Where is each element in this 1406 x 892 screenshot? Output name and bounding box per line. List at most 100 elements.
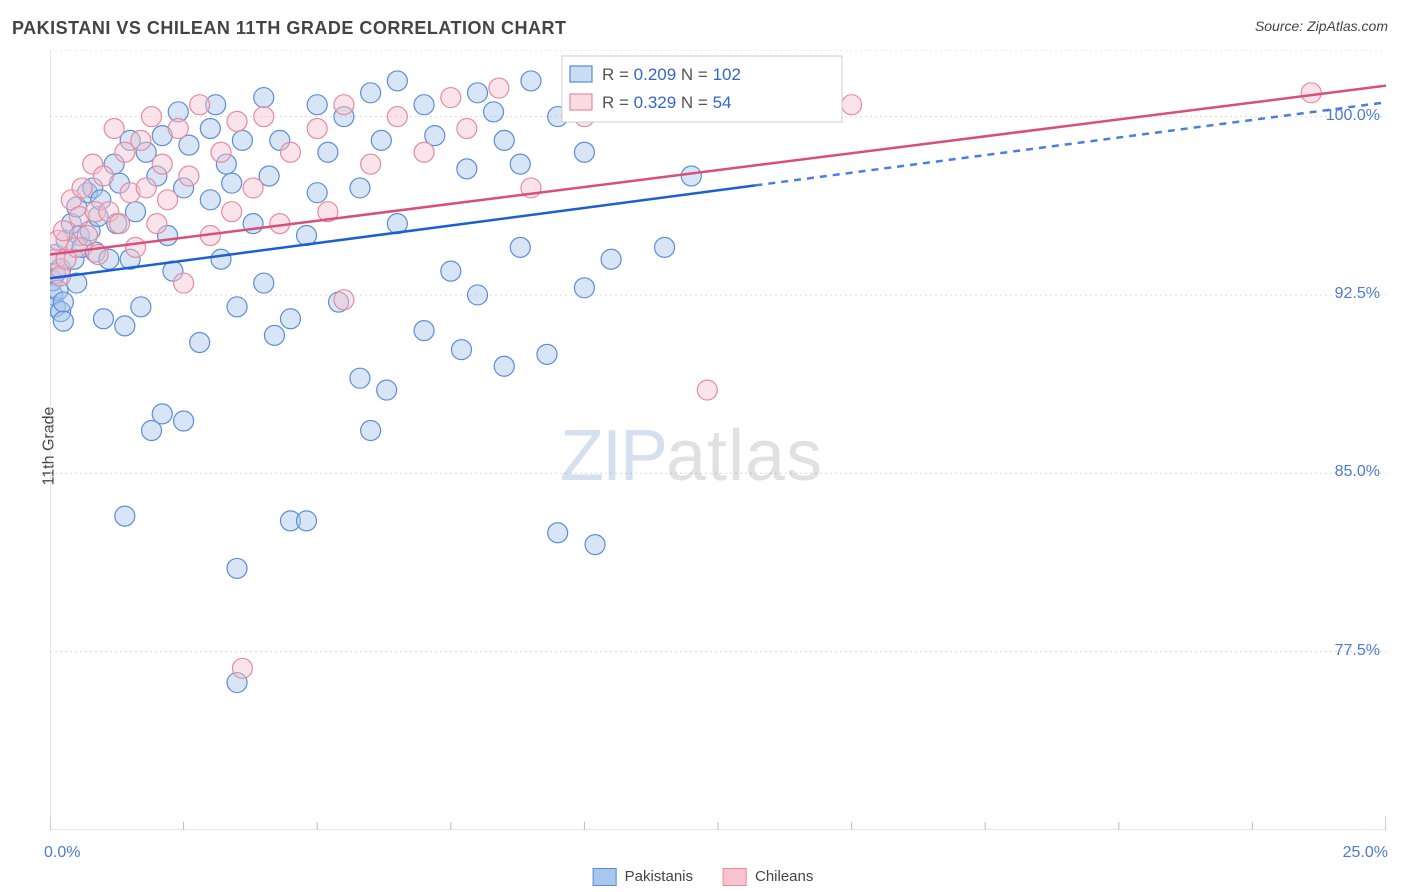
- data-point: [494, 130, 514, 150]
- data-point: [414, 142, 434, 162]
- data-point: [142, 107, 162, 127]
- data-point: [697, 380, 717, 400]
- data-point: [115, 316, 135, 336]
- data-point: [131, 297, 151, 317]
- data-point: [334, 290, 354, 310]
- data-point: [574, 278, 594, 298]
- data-point: [361, 83, 381, 103]
- source-attribution: Source: ZipAtlas.com: [1255, 18, 1388, 34]
- data-point: [280, 309, 300, 329]
- data-point: [334, 95, 354, 115]
- data-point: [371, 130, 391, 150]
- data-point: [109, 214, 129, 234]
- data-point: [77, 225, 97, 245]
- data-point: [179, 166, 199, 186]
- data-point: [72, 178, 92, 198]
- data-point: [93, 166, 113, 186]
- data-point: [200, 118, 220, 138]
- data-point: [414, 95, 434, 115]
- data-point: [548, 523, 568, 543]
- x-tick-label: 25.0%: [1343, 844, 1388, 862]
- data-point: [200, 190, 220, 210]
- data-point: [104, 118, 124, 138]
- data-point: [254, 107, 274, 127]
- data-point: [254, 88, 274, 108]
- data-point: [574, 142, 594, 162]
- data-point: [681, 166, 701, 186]
- data-point: [494, 356, 514, 376]
- chart-title: PAKISTANI VS CHILEAN 11TH GRADE CORRELAT…: [12, 18, 567, 39]
- data-point: [297, 511, 317, 531]
- data-point: [211, 142, 231, 162]
- data-point: [93, 309, 113, 329]
- data-point: [174, 273, 194, 293]
- data-point: [174, 411, 194, 431]
- data-point: [510, 237, 530, 257]
- data-point: [484, 102, 504, 122]
- data-point: [158, 190, 178, 210]
- data-point: [232, 130, 252, 150]
- data-point: [147, 214, 167, 234]
- data-point: [152, 404, 172, 424]
- data-point: [222, 202, 242, 222]
- data-point: [168, 118, 188, 138]
- legend-swatch: [723, 868, 747, 886]
- data-point: [264, 325, 284, 345]
- data-point: [387, 71, 407, 91]
- x-tick-label: 0.0%: [44, 844, 80, 862]
- data-point: [211, 249, 231, 269]
- data-point: [521, 71, 541, 91]
- data-point: [126, 237, 146, 257]
- legend-label: Chileans: [755, 868, 813, 885]
- scatter-plot: R = 0.209 N = 102 R = 0.329 N = 54: [50, 50, 1386, 830]
- data-point: [601, 249, 621, 269]
- svg-text:R = 0.209 N = 102: R = 0.209 N = 102: [602, 65, 741, 84]
- data-point: [227, 558, 247, 578]
- data-point: [243, 178, 263, 198]
- data-point: [227, 111, 247, 131]
- data-point: [457, 118, 477, 138]
- data-point: [307, 183, 327, 203]
- data-point: [441, 261, 461, 281]
- legend-swatch: [593, 868, 617, 886]
- data-point: [227, 297, 247, 317]
- legend-label: Pakistanis: [625, 868, 693, 885]
- data-point: [842, 95, 862, 115]
- legend-item: Pakistanis: [593, 868, 693, 886]
- data-point: [468, 83, 488, 103]
- data-point: [232, 658, 252, 678]
- data-point: [489, 78, 509, 98]
- data-point: [222, 173, 242, 193]
- data-point: [441, 88, 461, 108]
- data-point: [350, 178, 370, 198]
- data-point: [307, 95, 327, 115]
- data-point: [414, 321, 434, 341]
- data-point: [457, 159, 477, 179]
- y-tick-label: 92.5%: [1335, 285, 1380, 303]
- data-point: [53, 292, 73, 312]
- svg-text:R = 0.329 N = 54: R = 0.329 N = 54: [602, 93, 732, 112]
- data-point: [131, 130, 151, 150]
- data-point: [1301, 83, 1321, 103]
- data-point: [190, 95, 210, 115]
- y-tick-label: 100.0%: [1326, 107, 1380, 125]
- data-point: [537, 344, 557, 364]
- stat-legend: R = 0.209 N = 102 R = 0.329 N = 54: [562, 56, 842, 122]
- y-tick-label: 85.0%: [1335, 463, 1380, 481]
- data-point: [136, 178, 156, 198]
- data-point: [115, 506, 135, 526]
- y-tick-label: 77.5%: [1335, 642, 1380, 660]
- data-point: [387, 107, 407, 127]
- data-point: [361, 154, 381, 174]
- data-point: [254, 273, 274, 293]
- data-point: [510, 154, 530, 174]
- data-point: [307, 118, 327, 138]
- data-point: [350, 368, 370, 388]
- data-point: [585, 535, 605, 555]
- data-point: [190, 333, 210, 353]
- data-point: [451, 340, 471, 360]
- data-point: [318, 142, 338, 162]
- legend-item: Chileans: [723, 868, 813, 886]
- data-point: [655, 237, 675, 257]
- bottom-legend: Pakistanis Chileans: [593, 868, 814, 886]
